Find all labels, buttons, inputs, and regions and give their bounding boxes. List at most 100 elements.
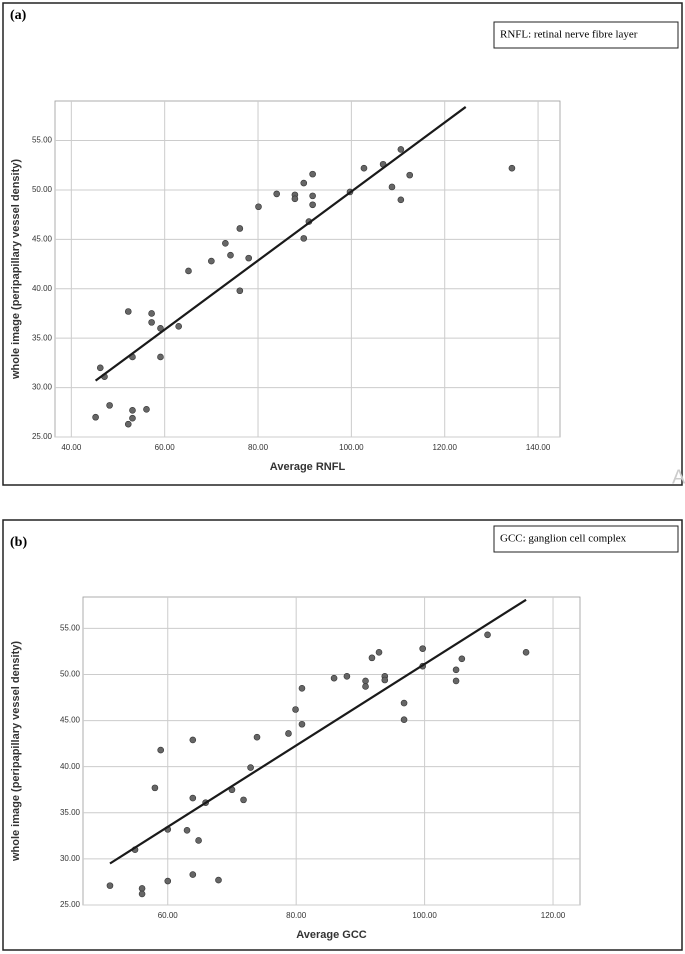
point	[189, 794, 197, 802]
point	[143, 406, 150, 413]
fit-line	[94, 106, 467, 382]
point	[362, 683, 369, 690]
x-tick-label: 60.00	[158, 911, 179, 920]
x-axis-label: Average GCC	[296, 929, 367, 941]
y-tick-label: 35.00	[32, 333, 53, 342]
point	[222, 240, 229, 247]
point	[236, 287, 244, 295]
panel-frame	[2, 2, 683, 486]
point	[255, 203, 262, 211]
point	[195, 837, 202, 844]
point	[406, 171, 414, 179]
point	[151, 784, 159, 792]
x-tick-label: 80.00	[286, 911, 307, 920]
point	[300, 179, 308, 187]
point	[362, 677, 369, 685]
panel-label: (b)	[10, 535, 27, 550]
point	[360, 164, 368, 172]
point	[185, 267, 192, 275]
y-tick-label: 40.00	[32, 284, 53, 293]
x-tick-label: 120.00	[432, 443, 457, 452]
point	[157, 324, 164, 332]
point	[419, 645, 426, 652]
point	[215, 876, 222, 884]
point	[164, 877, 172, 885]
point	[522, 649, 530, 656]
x-axis-label: Average RNFL	[270, 461, 346, 473]
point	[388, 183, 396, 191]
point	[96, 364, 104, 372]
point	[148, 319, 155, 326]
point	[183, 827, 191, 834]
point	[227, 251, 234, 259]
y-tick-label: 40.00	[60, 762, 81, 771]
point	[273, 190, 280, 198]
x-tick-label: 100.00	[339, 443, 364, 452]
point	[397, 196, 405, 204]
point	[343, 673, 351, 680]
point	[291, 195, 299, 203]
point	[300, 235, 308, 242]
x-tick-label: 100.00	[412, 911, 437, 920]
fit-line	[109, 598, 527, 865]
point	[236, 225, 244, 232]
x-tick-label: 120.00	[541, 911, 566, 920]
point	[253, 733, 261, 741]
point	[92, 413, 99, 421]
x-tick-label: 140.00	[526, 443, 551, 452]
y-tick-label: 55.00	[32, 136, 53, 145]
point	[309, 201, 316, 209]
point	[129, 414, 136, 422]
point	[208, 257, 215, 265]
point	[292, 706, 299, 713]
point	[298, 720, 306, 728]
point	[458, 655, 466, 663]
x-tick-label: 60.00	[155, 443, 176, 452]
point	[508, 164, 516, 172]
x-tick-label: 40.00	[61, 443, 82, 452]
point	[285, 730, 292, 737]
y-tick-label: 25.00	[32, 432, 53, 441]
point	[400, 699, 408, 707]
y-tick-label: 50.00	[60, 670, 81, 679]
point	[175, 323, 182, 330]
y-axis-label: whole image (peripapillary vessel densit…	[10, 159, 22, 380]
panel-frame	[2, 519, 683, 951]
point	[452, 666, 460, 674]
point	[124, 420, 132, 428]
note-text: GCC: ganglion cell complex	[500, 533, 627, 545]
y-tick-label: 55.00	[60, 623, 81, 632]
point	[124, 308, 132, 315]
point	[189, 736, 197, 744]
y-tick-label: 25.00	[60, 900, 81, 909]
y-tick-label: 30.00	[32, 383, 53, 392]
y-tick-label: 35.00	[60, 808, 81, 817]
y-tick-label: 30.00	[60, 854, 81, 863]
point	[381, 676, 389, 684]
point	[330, 674, 338, 682]
watermark: Ac	[672, 466, 685, 488]
point	[484, 631, 491, 639]
point	[309, 192, 316, 200]
point	[309, 170, 316, 178]
point	[138, 890, 146, 898]
point	[452, 677, 460, 685]
note-box	[493, 21, 679, 49]
y-tick-label: 45.00	[32, 234, 53, 243]
point	[240, 796, 247, 804]
point	[375, 649, 383, 656]
y-tick-label: 45.00	[60, 716, 81, 725]
point	[189, 871, 197, 878]
point	[148, 310, 155, 317]
point	[106, 882, 114, 889]
note-box	[493, 525, 679, 553]
x-tick-label: 80.00	[248, 443, 269, 452]
point	[157, 353, 164, 361]
point	[138, 885, 146, 892]
point	[157, 746, 164, 754]
point	[245, 254, 252, 262]
panel-label: (a)	[10, 8, 27, 23]
point	[129, 407, 136, 414]
plot-area	[82, 596, 581, 906]
